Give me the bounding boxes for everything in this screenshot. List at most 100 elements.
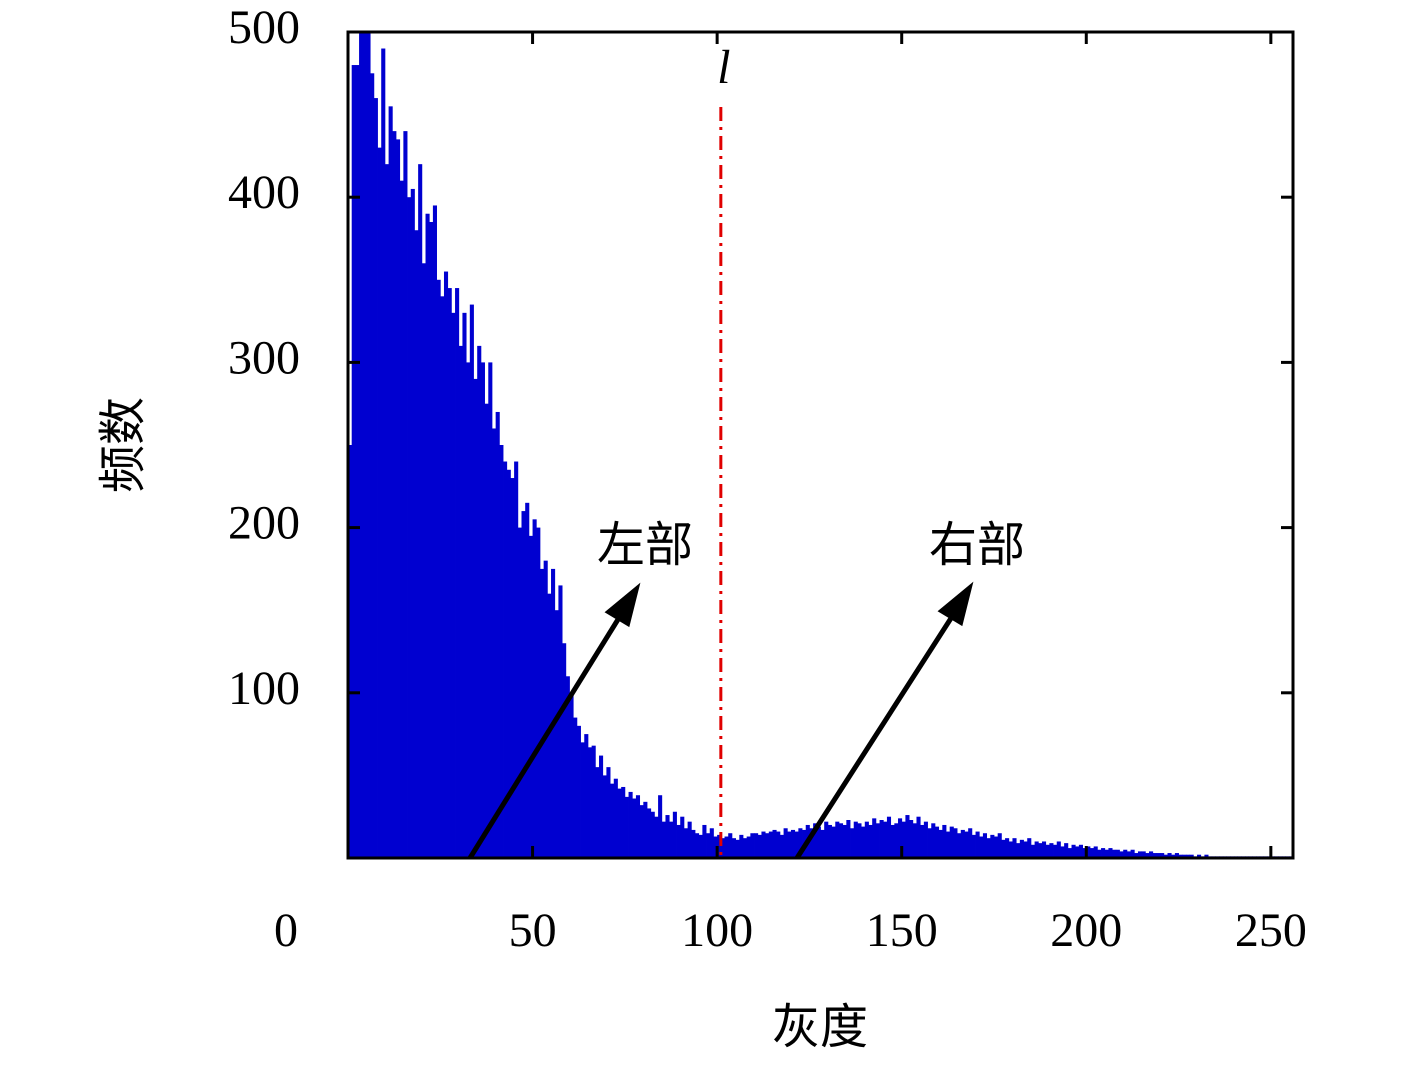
bar <box>1101 848 1106 858</box>
bar <box>1038 843 1043 858</box>
bar <box>1163 854 1168 858</box>
bar <box>617 788 622 858</box>
reference-label: l <box>717 41 730 94</box>
bar <box>979 836 984 858</box>
bar <box>480 362 485 858</box>
bar <box>846 820 851 858</box>
bar <box>565 676 570 858</box>
bar <box>477 345 482 858</box>
bar <box>366 32 371 858</box>
bar <box>953 828 958 858</box>
bar <box>816 826 821 858</box>
bar <box>1045 844 1050 858</box>
bar <box>410 188 415 858</box>
bar <box>676 824 681 858</box>
plot-area <box>348 32 1294 859</box>
bar <box>1093 846 1098 858</box>
plot-frame <box>346 30 1295 860</box>
bar <box>1023 841 1028 858</box>
bar <box>602 775 607 858</box>
x-tick-label: 100 <box>681 904 753 957</box>
arrow <box>794 610 958 860</box>
bar <box>838 823 844 858</box>
bar <box>776 831 781 858</box>
bar <box>370 73 375 859</box>
bar <box>1134 853 1139 858</box>
bar <box>399 180 404 858</box>
bar <box>1145 853 1150 858</box>
bar <box>613 778 618 858</box>
bar <box>820 829 825 858</box>
x-axis-label: 灰度 <box>772 1001 868 1054</box>
bar <box>831 826 836 858</box>
bar <box>1119 851 1124 858</box>
bar <box>1104 849 1109 858</box>
bar <box>632 798 637 858</box>
bar <box>576 725 581 858</box>
bar <box>787 831 792 858</box>
bar <box>458 345 463 858</box>
bar <box>432 205 437 858</box>
bar <box>728 833 733 858</box>
bar <box>931 823 936 858</box>
bar <box>853 821 858 858</box>
bar <box>362 32 367 858</box>
bar <box>720 838 725 858</box>
bar <box>883 821 888 858</box>
bar <box>990 834 995 858</box>
bar <box>857 823 862 858</box>
bar <box>495 411 500 858</box>
bar <box>971 834 976 858</box>
bar <box>443 271 449 858</box>
bar <box>757 834 762 858</box>
bar <box>920 824 925 858</box>
bar <box>554 610 559 858</box>
bar <box>702 824 707 858</box>
bar <box>868 824 873 858</box>
bar <box>901 821 906 858</box>
x-tick-label: 200 <box>1050 904 1122 957</box>
x-tick-label: 0 <box>274 904 298 957</box>
bar <box>1171 854 1176 858</box>
bar <box>499 445 504 858</box>
bar <box>1152 853 1157 858</box>
bar <box>1123 849 1128 858</box>
bar <box>1141 851 1146 858</box>
bar <box>1126 851 1131 858</box>
bar <box>694 833 700 858</box>
bar <box>912 823 917 858</box>
bar <box>377 147 382 858</box>
arrow <box>467 611 625 860</box>
bar <box>827 824 832 858</box>
bar <box>469 304 474 859</box>
bar <box>506 469 511 858</box>
bar <box>384 164 390 858</box>
bar <box>680 816 685 858</box>
bar <box>514 461 519 858</box>
bar <box>1112 849 1117 858</box>
bar <box>698 834 703 858</box>
bar <box>521 511 526 858</box>
bar <box>455 288 460 858</box>
bar <box>982 833 988 858</box>
bar <box>551 568 556 858</box>
bar <box>414 230 419 859</box>
bar <box>484 403 489 858</box>
bar <box>373 98 378 858</box>
bar <box>1019 839 1024 858</box>
bar <box>731 838 736 858</box>
bar <box>591 745 596 858</box>
bar <box>798 828 803 858</box>
bar <box>473 378 478 858</box>
bar <box>772 829 777 858</box>
bar <box>650 811 655 858</box>
bar <box>425 213 430 859</box>
bar <box>517 527 522 858</box>
bar <box>894 823 899 858</box>
bar <box>923 821 928 858</box>
bar <box>890 824 895 858</box>
bar <box>558 585 563 858</box>
bar <box>573 717 578 858</box>
bar <box>1008 841 1013 858</box>
bar <box>986 838 991 858</box>
